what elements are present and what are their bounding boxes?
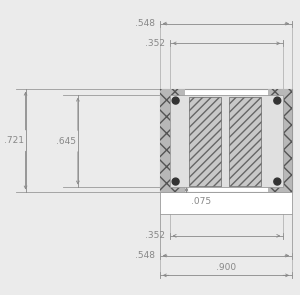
Circle shape bbox=[274, 178, 281, 185]
Text: .075: .075 bbox=[191, 197, 212, 206]
Circle shape bbox=[172, 97, 179, 104]
Circle shape bbox=[274, 97, 281, 104]
Bar bbox=[229, 97, 260, 186]
Text: .352: .352 bbox=[145, 39, 165, 48]
Text: .645: .645 bbox=[56, 137, 76, 146]
Text: .721: .721 bbox=[4, 136, 24, 145]
Text: .548: .548 bbox=[135, 19, 155, 28]
Circle shape bbox=[172, 178, 179, 185]
Text: .352: .352 bbox=[145, 231, 165, 240]
Bar bbox=[189, 97, 221, 186]
Bar bbox=[160, 89, 292, 192]
Text: .900: .900 bbox=[216, 263, 236, 272]
Bar bbox=[160, 89, 184, 192]
Bar bbox=[268, 89, 292, 192]
Text: .548: .548 bbox=[135, 251, 155, 260]
Bar bbox=[160, 192, 292, 214]
Bar bbox=[170, 95, 283, 188]
